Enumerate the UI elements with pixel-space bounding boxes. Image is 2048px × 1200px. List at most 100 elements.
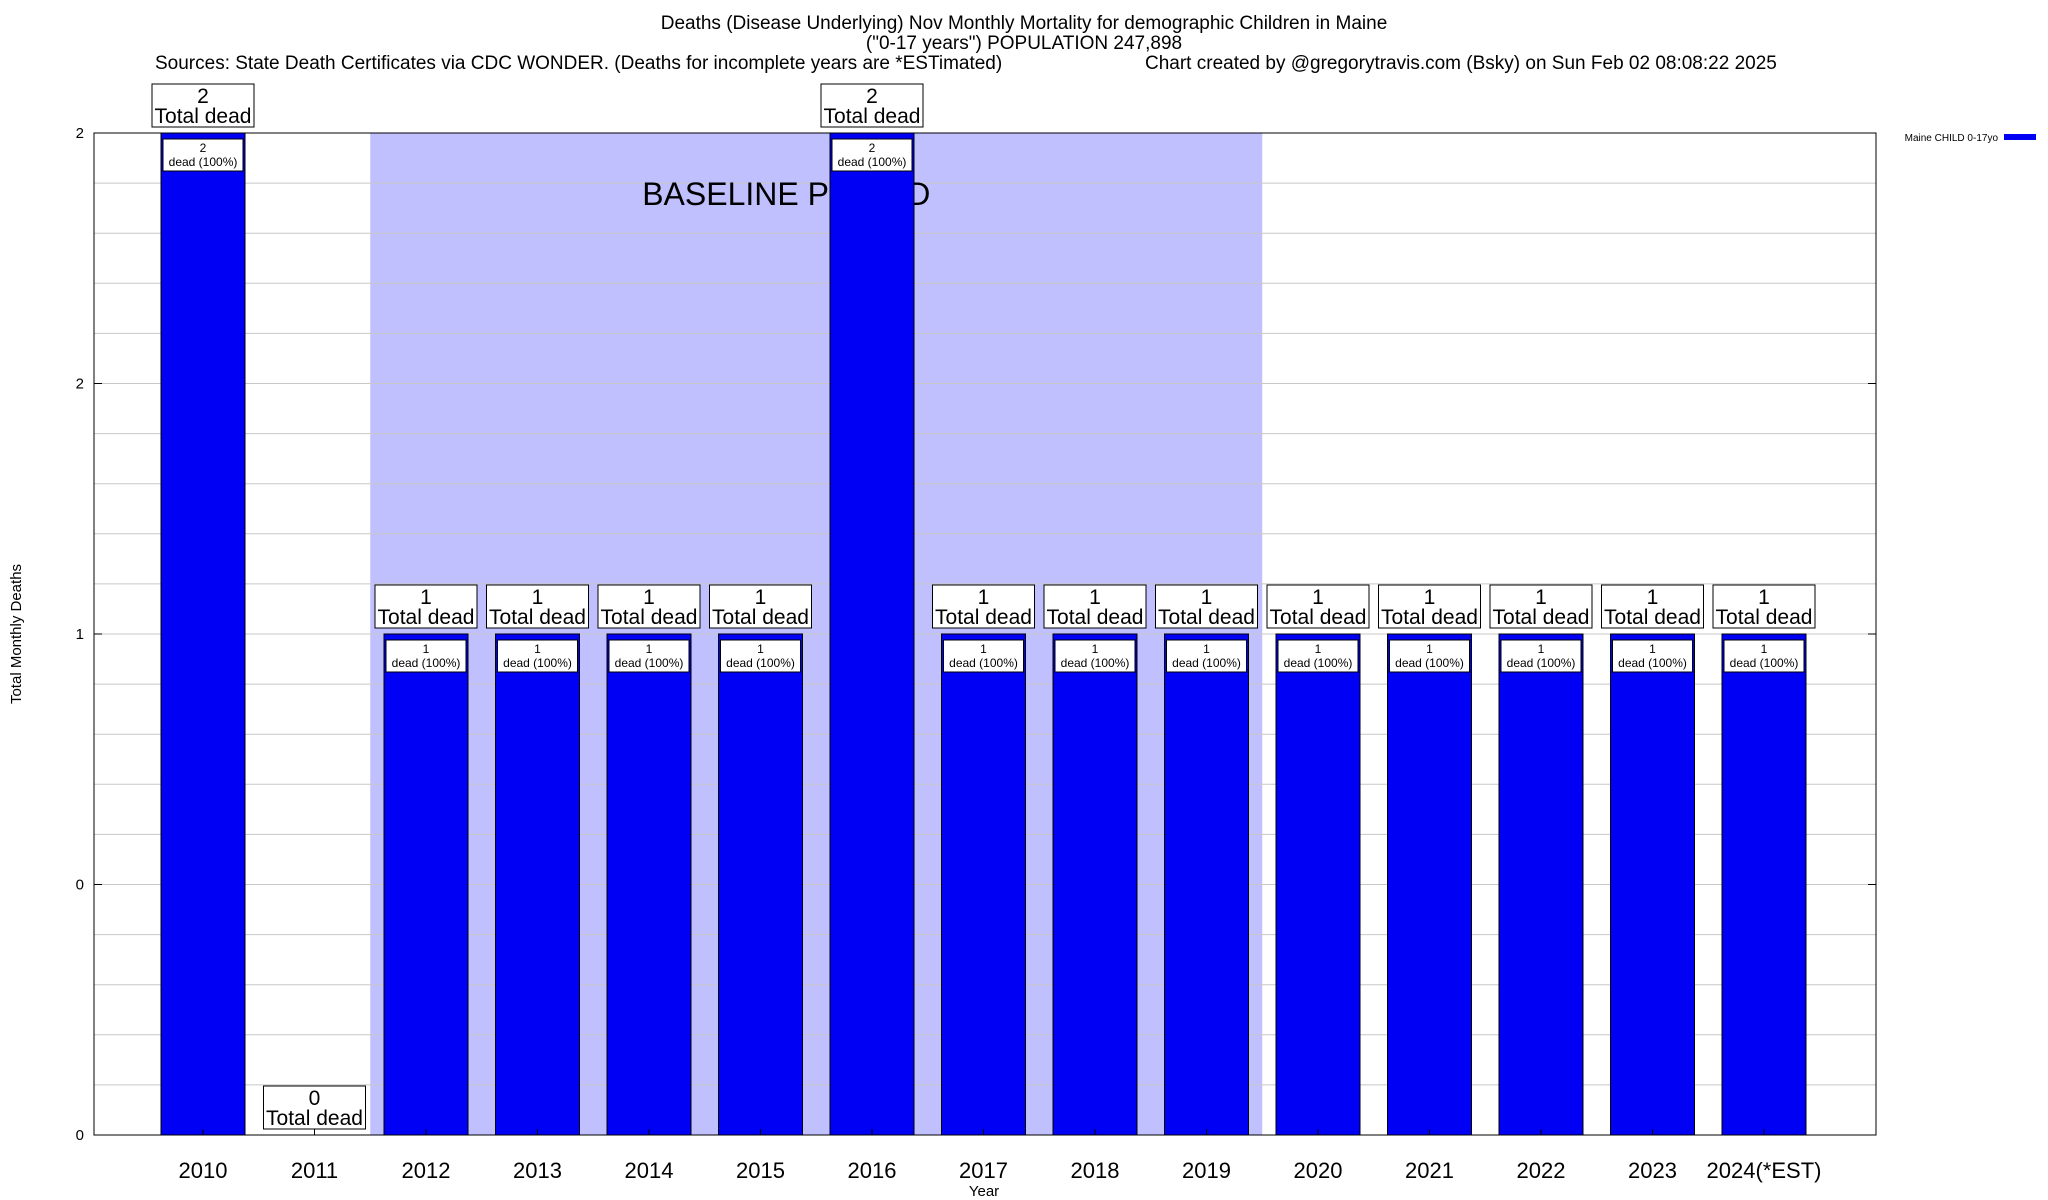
segment-label-box [1277,639,1359,673]
total-label-count: 2 [197,85,209,108]
segment-label-box [1500,639,1582,673]
y-tick-label: 2 [76,376,84,393]
segment-label-box [608,639,690,673]
segment-label-pct: dead (100%) [169,155,238,169]
bar-2013 [495,633,580,1136]
total-label-count: 1 [1535,586,1547,609]
segment-label-box [1054,639,1136,673]
bar-2024(*EST) [1721,633,1807,1136]
x-tick-label-2023: 2023 [1628,1158,1677,1183]
segment-label-count: 1 [1092,642,1099,656]
segment-label-box [831,138,913,172]
total-label-box [597,584,701,629]
total-label-box [1601,584,1704,629]
total-label-count: 1 [420,586,432,609]
total-label-text: Total dead [601,606,698,629]
total-label-count: 1 [643,586,655,609]
total-label-text: Total dead [1158,606,1255,629]
total-label-count: 1 [978,586,990,609]
total-label-text: Total dead [266,1107,363,1130]
total-label-count: 1 [1089,586,1101,609]
bar-2014 [606,633,692,1136]
segment-label-pct: dead (100%) [838,155,907,169]
segment-label-pct: dead (100%) [726,656,795,670]
chart-title-line-1: Deaths (Disease Underlying) Nov Monthly … [660,13,1388,34]
total-label-text: Total dead [824,105,921,128]
total-label-text: Total dead [935,606,1032,629]
segment-label-count: 2 [200,141,207,155]
segment-label-box [720,639,801,673]
x-axis-title: Year [969,1183,999,1200]
bar-2015 [718,633,803,1136]
total-label-box [1155,584,1258,629]
bar-2012 [383,633,469,1136]
y-tick-label: 2 [76,125,84,142]
total-label-box [1043,584,1147,629]
total-label-text: Total dead [1604,606,1701,629]
total-label-count: 1 [755,586,767,609]
x-tick-label-2019: 2019 [1182,1158,1231,1183]
segment-label-count: 1 [1203,642,1210,656]
total-label-count: 1 [1424,586,1436,609]
total-label-text: Total dead [155,105,252,128]
legend-label: Maine CHILD 0-17yo [1905,133,1999,144]
segment-label-box [1166,639,1247,673]
segment-label-box [943,639,1024,673]
total-label-text: Total dead [1270,606,1367,629]
chart-title-line-2: ("0-17 years") POPULATION 247,898 [865,33,1183,54]
x-tick-label-2024(*EST): 2024(*EST) [1707,1158,1822,1183]
segment-label-count: 1 [423,642,430,656]
segment-label-pct: dead (100%) [1730,656,1799,670]
y-tick-label: 0 [76,877,84,894]
total-label-box [486,584,589,629]
bar-2016 [829,132,915,1136]
x-tick-label-2017: 2017 [959,1158,1008,1183]
segment-label-pct: dead (100%) [1618,656,1687,670]
bar-2020 [1275,633,1361,1136]
total-label-count: 1 [532,586,544,609]
segment-label-pct: dead (100%) [949,656,1018,670]
y-tick-label: 1 [76,626,84,643]
segment-label-box [1612,639,1693,673]
total-label-count: 1 [1201,586,1213,609]
x-tick-label-2021: 2021 [1405,1158,1454,1183]
segment-label-pct: dead (100%) [392,656,461,670]
segment-label-count: 2 [869,141,876,155]
segment-label-pct: dead (100%) [615,656,684,670]
total-label-text: Total dead [1493,606,1590,629]
segment-label-pct: dead (100%) [1507,656,1576,670]
bar-2017 [941,633,1026,1136]
bar-2021 [1387,633,1472,1136]
total-label-text: Total dead [1716,606,1813,629]
x-tick-label-2012: 2012 [402,1158,451,1183]
total-label-text: Total dead [1047,606,1144,629]
segment-label-box [1723,639,1805,673]
chart-credit: Chart created by @gregorytravis.com (Bsk… [1145,53,1777,74]
bar-2018 [1052,633,1138,1136]
total-label-count: 1 [1647,586,1659,609]
bar-2023 [1610,633,1695,1136]
segment-label-count: 1 [1538,642,1545,656]
x-tick-label-2011: 2011 [291,1158,338,1183]
x-tick-label-2013: 2013 [513,1158,562,1183]
segment-label-count: 1 [646,642,653,656]
total-label-count: 0 [309,1087,321,1110]
segment-label-pct: dead (100%) [1172,656,1241,670]
total-label-box [1378,584,1481,629]
x-tick-label-2010: 2010 [179,1158,228,1183]
bar-2022 [1498,633,1584,1136]
x-tick-label-2018: 2018 [1071,1158,1120,1183]
total-label-text: Total dead [378,606,475,629]
total-label-text: Total dead [712,606,809,629]
total-label-box [1489,584,1593,629]
x-tick-label-2020: 2020 [1294,1158,1343,1183]
total-label-text: Total dead [489,606,586,629]
total-label-count: 1 [1312,586,1324,609]
segment-label-box [1389,639,1470,673]
bar-2010 [160,132,246,1136]
segment-label-box [162,138,244,172]
segment-label-pct: dead (100%) [1284,656,1353,670]
segment-label-box [385,639,467,673]
total-label-count: 1 [1758,586,1770,609]
bar-2019 [1164,633,1249,1136]
